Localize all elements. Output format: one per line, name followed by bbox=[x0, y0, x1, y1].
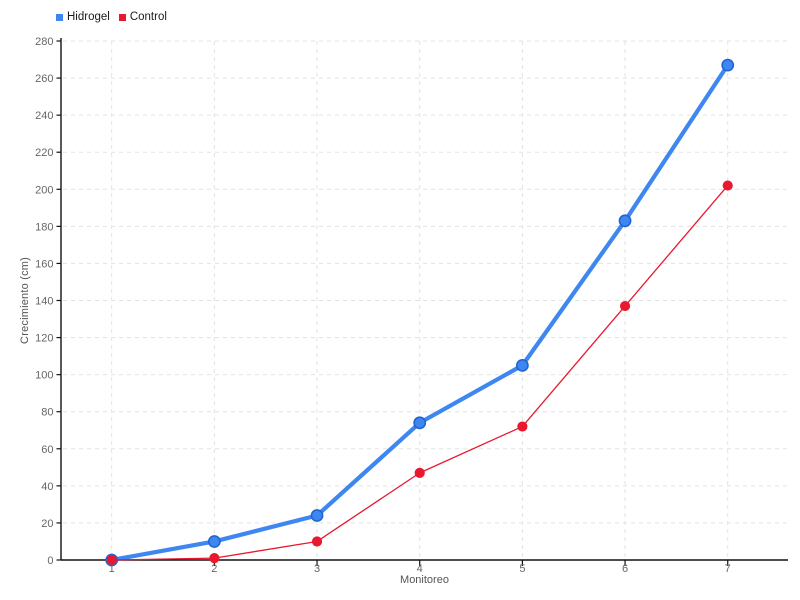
gridlines-vertical bbox=[111, 41, 729, 559]
y-tick-label: 60 bbox=[41, 444, 53, 456]
point-hidrogel-4[interactable] bbox=[413, 416, 427, 430]
legend-item-control[interactable]: Control bbox=[118, 11, 167, 23]
legend-swatch-control bbox=[118, 13, 126, 21]
y-tick-label: 200 bbox=[35, 184, 53, 196]
legend-item-hidrogel[interactable]: Hidrogel bbox=[56, 11, 110, 23]
point-control-1[interactable] bbox=[106, 554, 117, 566]
legend-label-control: Control bbox=[129, 11, 167, 23]
point-hidrogel-2[interactable] bbox=[207, 535, 221, 548]
x-tick-label: 7 bbox=[725, 563, 731, 575]
point-control-7[interactable] bbox=[722, 180, 733, 191]
gridlines-horizontal bbox=[63, 40, 790, 524]
x-tick-label: 5 bbox=[519, 563, 525, 575]
x-tick-label: 1 bbox=[109, 563, 115, 575]
y-tick-label: 180 bbox=[35, 221, 53, 233]
point-control-5[interactable] bbox=[517, 421, 528, 432]
y-tick-label: 120 bbox=[35, 333, 53, 345]
legend-label-hidrogel: Hidrogel bbox=[67, 11, 110, 23]
x-ticks: 1 2 3 4 5 6 7 bbox=[109, 560, 731, 575]
y-tick-label: 240 bbox=[35, 110, 53, 122]
y-tick-label: 100 bbox=[35, 370, 53, 382]
x-tick-label: 4 bbox=[417, 563, 423, 575]
y-tick-label: 160 bbox=[35, 258, 53, 270]
point-control-6[interactable] bbox=[619, 300, 631, 312]
axes bbox=[60, 38, 788, 561]
legend-swatch-hidrogel bbox=[56, 13, 63, 21]
y-tick-label: 0 bbox=[47, 555, 53, 567]
y-tick-label: 140 bbox=[35, 296, 53, 308]
y-tick-label: 20 bbox=[41, 518, 53, 530]
y-tick-label: 260 bbox=[35, 73, 53, 85]
y-tick-label: 220 bbox=[35, 147, 53, 159]
point-hidrogel-6[interactable] bbox=[618, 214, 632, 228]
y-ticks: 0 20 40 60 80 100 120 140 160 180 200 22… bbox=[35, 36, 61, 567]
point-hidrogel-7[interactable] bbox=[721, 58, 735, 72]
x-tick-label: 6 bbox=[622, 563, 628, 575]
legend: Hidrogel Control bbox=[56, 11, 167, 23]
point-hidrogel-5[interactable] bbox=[515, 358, 529, 372]
point-control-3[interactable] bbox=[311, 536, 323, 547]
y-tick-label: 280 bbox=[35, 36, 53, 48]
point-hidrogel-3[interactable] bbox=[310, 509, 324, 522]
y-tick-label: 80 bbox=[41, 407, 53, 419]
series-control bbox=[106, 180, 733, 566]
x-tick-label: 2 bbox=[211, 563, 217, 575]
point-control-2[interactable] bbox=[209, 553, 220, 564]
point-control-4[interactable] bbox=[414, 467, 425, 478]
y-tick-label: 40 bbox=[41, 481, 53, 493]
x-tick-label: 3 bbox=[314, 563, 320, 575]
